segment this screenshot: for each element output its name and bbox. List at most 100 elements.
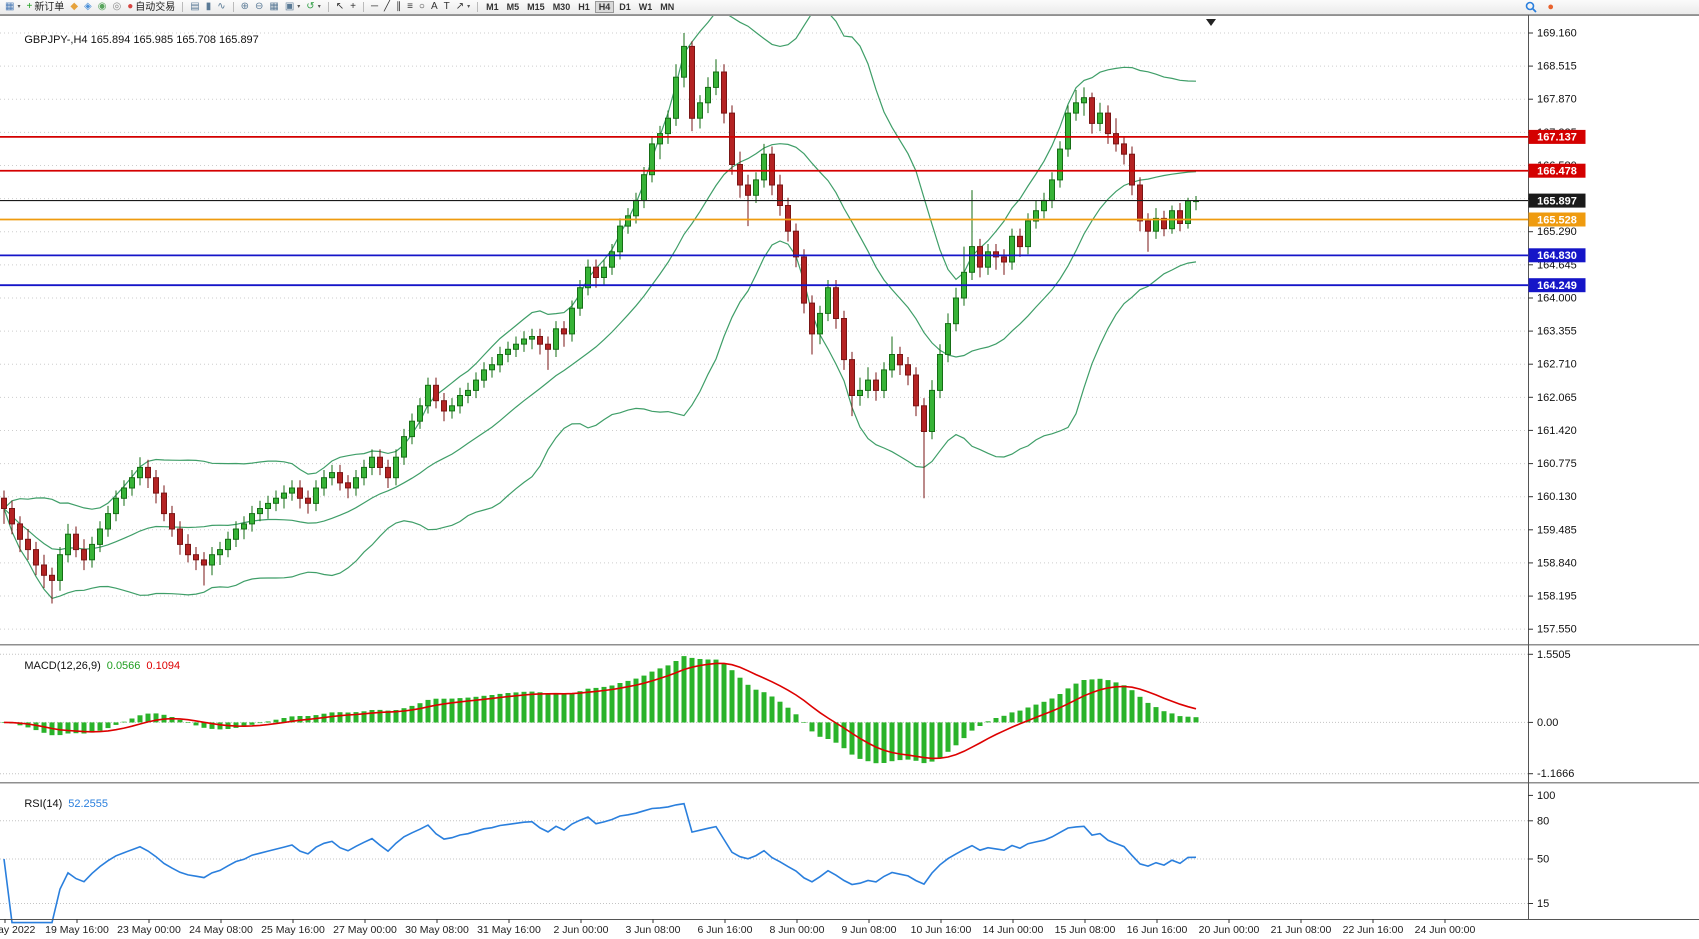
line-chart-icon: ∿: [217, 1, 226, 12]
macd-histogram-bar: [1073, 683, 1079, 723]
candle-body: [1129, 153, 1135, 186]
candle-body: [601, 266, 607, 278]
market-watch-button[interactable]: ◆: [68, 1, 80, 14]
candle-body: [553, 328, 559, 350]
dropdown-caret-icon: ▾: [317, 3, 321, 10]
horizontal-line-button[interactable]: ─: [369, 1, 380, 14]
terminal-button[interactable]: ◎: [110, 1, 123, 14]
data-window-button[interactable]: ◈: [82, 1, 94, 14]
zoom-out-button[interactable]: ⊖: [253, 1, 265, 14]
candle-body: [1017, 235, 1023, 248]
macd-histogram-bar: [617, 683, 623, 723]
price-tick-label: 162.065: [1537, 392, 1577, 404]
channel-button[interactable]: ∥: [394, 1, 403, 14]
charts-menu-button[interactable]: ▦ ▾: [3, 1, 22, 14]
macd-histogram-bar: [857, 722, 863, 759]
candle-body: [457, 395, 463, 407]
candle-body: [361, 466, 367, 479]
candle-body: [185, 543, 191, 556]
macd-histogram-bar: [1177, 716, 1183, 723]
time-label: 9 Jun 08:00: [842, 924, 897, 936]
candlestick-chart-icon: ▮: [205, 1, 212, 12]
macd-histogram-bar: [889, 722, 895, 762]
candlestick-chart-button[interactable]: ▮: [204, 1, 214, 14]
macd-histogram-bar: [545, 693, 551, 723]
macd-histogram-bar: [913, 722, 919, 761]
label-button[interactable]: T: [442, 1, 452, 14]
macd-histogram-bar: [393, 710, 399, 723]
auto-trading-button[interactable]: ● 自动交易: [125, 1, 177, 14]
panel-separator-macd[interactable]: [0, 644, 1699, 646]
price-tick-label: 165.290: [1537, 226, 1577, 238]
candle-body: [657, 133, 663, 145]
candle-body: [849, 359, 855, 397]
timeframe-m30-button[interactable]: M30: [552, 2, 571, 12]
candle-body: [753, 179, 759, 196]
timeframe-d1-button[interactable]: D1: [619, 2, 631, 12]
crosshair-button[interactable]: +: [348, 1, 358, 14]
line-chart-button[interactable]: ∿: [215, 1, 227, 14]
navigator-button[interactable]: ◉: [96, 1, 109, 14]
candle-body: [649, 143, 655, 176]
templates-icon: ▣: [284, 1, 295, 12]
candle-body: [641, 174, 647, 201]
tile-windows-button[interactable]: ▦: [267, 1, 280, 14]
candle-body: [249, 513, 255, 525]
bar-chart-button[interactable]: ▤: [188, 1, 201, 14]
chart-window[interactable]: 169.160168.515167.870167.225166.580165.9…: [0, 15, 1699, 939]
candle-body: [1113, 133, 1119, 145]
candle-body: [1073, 102, 1079, 114]
chart-shift-marker-icon[interactable]: [1206, 19, 1216, 26]
macd-histogram-bar: [177, 719, 183, 723]
candle-body: [345, 482, 351, 489]
arrows-button[interactable]: ↗ ▾: [454, 1, 472, 14]
candle-body: [17, 523, 23, 540]
candle-body: [569, 307, 575, 335]
timeframe-mn-button[interactable]: MN: [660, 2, 675, 12]
crosshair-icon: +: [350, 1, 356, 12]
toolbar-separator: [362, 2, 364, 12]
templates-button[interactable]: ▣ ▾: [283, 1, 302, 14]
time-label: 21 Jun 08:00: [1271, 924, 1332, 936]
time-label: 25 May 16:00: [261, 924, 325, 936]
candle-body: [769, 153, 775, 186]
candle-body: [273, 497, 279, 504]
panel-separator-rsi[interactable]: [0, 782, 1699, 784]
shapes-button[interactable]: ○: [417, 1, 427, 14]
candle-body: [1081, 97, 1087, 104]
candle-body: [73, 533, 79, 551]
timeframe-w1-button[interactable]: W1: [638, 2, 653, 12]
macd-histogram-bar: [1193, 717, 1199, 723]
zoom-in-button[interactable]: ⊕: [239, 1, 251, 14]
macd-histogram-bar: [289, 716, 295, 723]
candle-body: [97, 528, 103, 545]
macd-histogram-bar: [897, 722, 903, 761]
time-label: 24 May 08:00: [189, 924, 253, 936]
refresh-icon: ↺: [306, 1, 315, 12]
rsi-header: RSI(14) 52.2555: [6, 786, 114, 822]
cursor-button[interactable]: ↖: [334, 1, 346, 14]
candle-body: [937, 354, 943, 391]
macd-histogram-bar: [353, 712, 359, 723]
timeframe-m5-button[interactable]: M5: [506, 2, 520, 12]
fibonacci-button[interactable]: ≡: [405, 1, 415, 14]
macd-histogram-bar: [417, 703, 423, 723]
timeframe-m1-button[interactable]: M1: [486, 2, 499, 12]
timeframe-h1-button[interactable]: H1: [578, 2, 590, 12]
macd-histogram-bar: [577, 691, 583, 723]
timeframe-m15-button[interactable]: M15: [527, 2, 545, 12]
text-button[interactable]: A: [429, 1, 440, 14]
macd-histogram-bar: [209, 722, 215, 729]
timeframe-h4-button[interactable]: H4: [594, 1, 615, 13]
candle-body: [209, 554, 215, 566]
auto-trading-icon: ●: [127, 1, 134, 12]
macd-histogram-bar: [297, 716, 303, 723]
refresh-button[interactable]: ↺ ▾: [304, 1, 322, 14]
trendline-button[interactable]: ╱: [382, 1, 392, 14]
chart-canvas[interactable]: 169.160168.515167.870167.225166.580165.9…: [0, 15, 1699, 939]
new-order-button[interactable]: + 新订单: [24, 1, 66, 14]
community-button[interactable]: ●: [1545, 1, 1556, 14]
search-button[interactable]: [1523, 1, 1539, 14]
macd-histogram-bar: [937, 722, 943, 758]
macd-histogram-bar: [33, 722, 39, 731]
